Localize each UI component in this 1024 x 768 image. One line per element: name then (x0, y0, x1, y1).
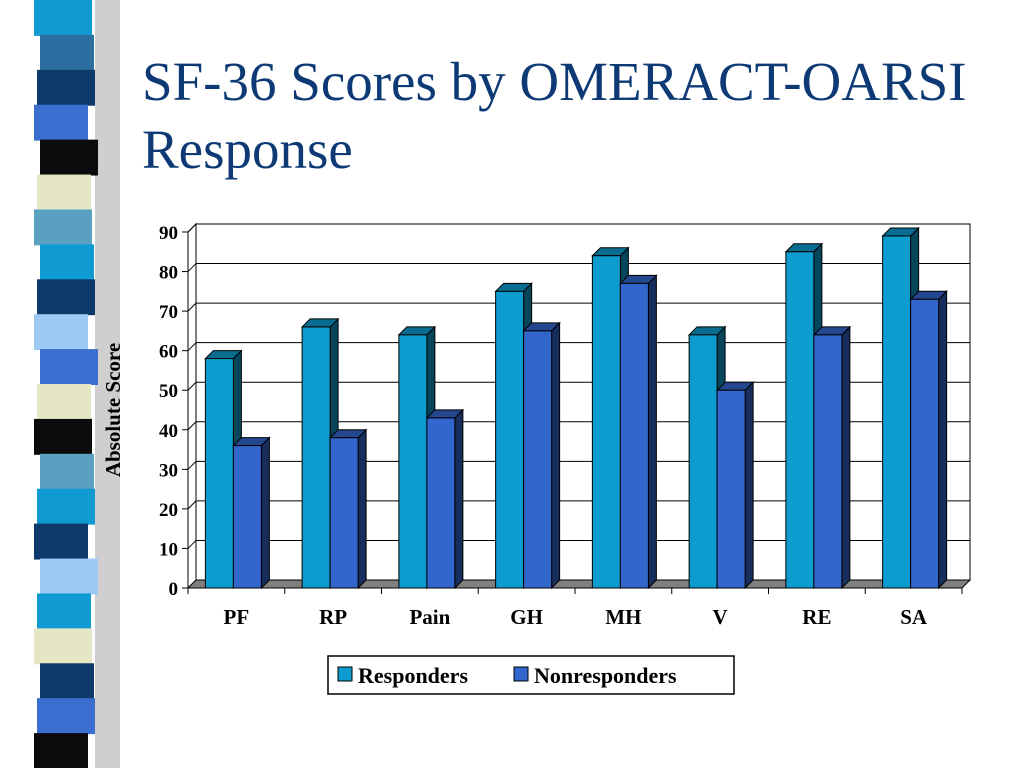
stripe-segment (34, 209, 92, 246)
bar-side (744, 381, 754, 590)
x-tick-label: SA (900, 605, 928, 629)
stripe-segment (37, 698, 95, 735)
bar-front (232, 445, 262, 589)
gridline (187, 263, 197, 272)
stripe-segment (34, 104, 88, 141)
legend-label: Nonresponders (534, 663, 677, 688)
y-tick-label: 80 (159, 263, 178, 284)
bar-nonresponders-mh (619, 274, 658, 590)
decorative-stripe-bar (34, 0, 120, 768)
gridline (187, 500, 197, 510)
bar-front (426, 417, 456, 589)
bar-front (591, 255, 621, 589)
bar-front (716, 389, 746, 589)
legend-box (327, 655, 735, 695)
bar-nonresponders-re (812, 325, 852, 590)
bar-front (398, 334, 428, 589)
bar-side (357, 428, 367, 590)
bar-nonresponders-gh (522, 321, 561, 590)
stripe-segment (34, 523, 88, 560)
gridline (187, 302, 197, 312)
x-tick-label: RP (319, 605, 347, 629)
bar-nonresponders-v (715, 381, 755, 590)
x-tick-label: MH (605, 605, 641, 629)
stripe-segment (37, 279, 95, 316)
bar-front (813, 334, 843, 589)
bar-front (301, 326, 331, 589)
side-wall (187, 222, 197, 590)
stripe-segment (37, 384, 91, 420)
x-tick-label: RE (802, 605, 831, 629)
stripe-segment (34, 733, 88, 768)
y-tick-label: 40 (159, 421, 178, 442)
legend: Responders Nonresponders (327, 655, 735, 695)
page-title: SF-36 Scores by OMERACT-OARSI Response (142, 51, 967, 180)
stripe-segment (37, 69, 95, 106)
bar-side (841, 325, 851, 590)
bar-front (204, 358, 234, 589)
legend-swatch (513, 666, 529, 682)
legend-swatch (337, 666, 353, 682)
y-tick-label: 0 (169, 579, 179, 600)
stripe-segment (40, 558, 98, 595)
bar-front (619, 282, 649, 589)
stripe-segment (37, 593, 91, 630)
stripe-segment (40, 244, 94, 281)
stripe-segment (34, 0, 92, 36)
bar-front (688, 334, 718, 589)
stripe-segment (37, 174, 91, 211)
gridline (187, 223, 197, 233)
bar-nonresponders-rp (328, 428, 368, 590)
bar-front (523, 330, 553, 589)
stripe-segment (40, 349, 98, 385)
stripe-segment (37, 488, 95, 525)
gridline (187, 421, 197, 431)
x-tick-label: V (713, 605, 728, 629)
y-axis-label: Absolute Score (101, 343, 125, 477)
x-tick-label: Pain (409, 605, 450, 629)
bar-front (882, 235, 912, 589)
bar-side (647, 274, 657, 590)
stripe-segment (40, 663, 94, 700)
y-tick-label: 90 (159, 223, 178, 244)
gridline (187, 540, 197, 549)
bar-nonresponders-sa (909, 290, 948, 590)
bar-front (910, 298, 940, 589)
y-tick-label: 30 (159, 460, 178, 481)
gridline (187, 381, 197, 391)
stripe-segment (40, 453, 94, 490)
stripe-segment (34, 628, 92, 665)
y-tick-label: 60 (159, 342, 178, 363)
gridline (187, 342, 197, 352)
y-tick-label: 10 (159, 539, 178, 560)
bar-front (495, 290, 525, 589)
bar-nonresponders-pain (425, 408, 465, 590)
bar-side (551, 321, 561, 590)
stripe-segment (34, 418, 92, 455)
gridline (187, 460, 197, 470)
stripe-segment (34, 314, 88, 351)
bar-side (260, 436, 270, 590)
y-tick-label: 20 (159, 500, 178, 521)
stripe-segment (40, 139, 98, 176)
x-tick-label: GH (510, 605, 543, 629)
legend-label: Responders (358, 663, 468, 688)
bar-front (785, 251, 815, 589)
bar-side (454, 408, 464, 590)
bar-front (329, 437, 359, 589)
stripe-shadow (95, 0, 120, 768)
bar-side (938, 290, 948, 590)
stripe-segment (40, 34, 94, 71)
x-tick-label: PF (224, 605, 250, 629)
y-tick-label: 70 (159, 302, 178, 323)
y-tick-label: 50 (159, 381, 178, 402)
bar-nonresponders-pf (232, 436, 271, 590)
